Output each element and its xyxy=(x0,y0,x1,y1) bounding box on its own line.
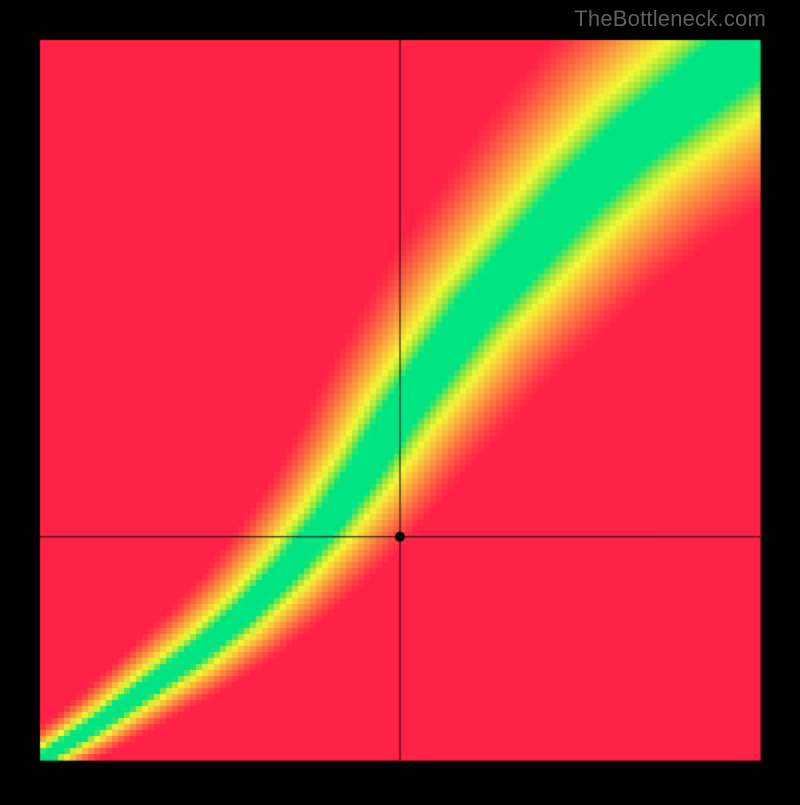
watermark-text: TheBottleneck.com xyxy=(574,6,766,32)
bottleneck-heatmap xyxy=(0,0,800,800)
heatmap-canvas xyxy=(0,0,800,800)
